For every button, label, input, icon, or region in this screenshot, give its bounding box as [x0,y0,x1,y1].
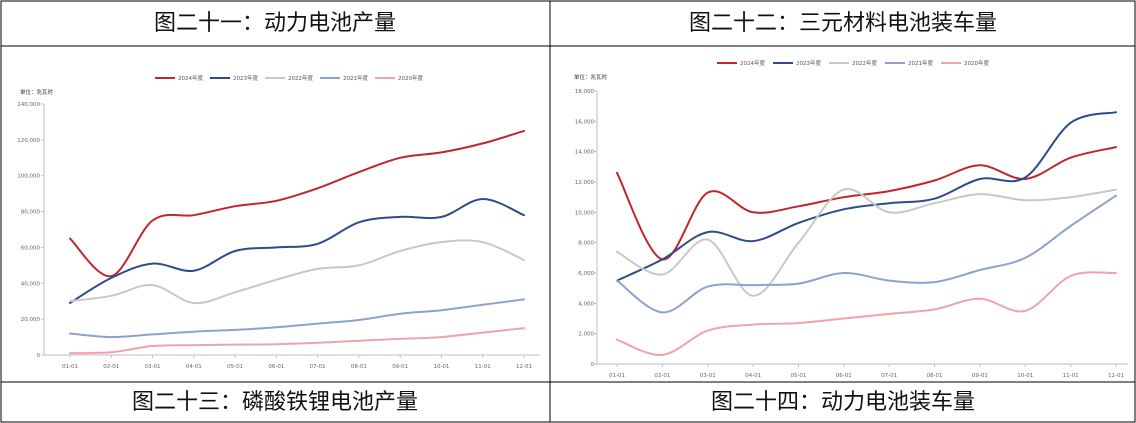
x-tick-label: 02-01 [654,373,670,379]
y-tick-label: 0 [591,362,595,368]
y-tick-label: 100,000 [17,174,40,180]
x-tick-label: 10-01 [1017,373,1033,379]
y-tick-label: 80,000 [21,210,41,216]
x-tick-label: 03-01 [145,364,161,370]
series-line [616,194,1117,314]
legend-label: 2022年度 [852,59,877,67]
legend-label: 2024年度 [178,74,203,82]
series-line [69,197,525,304]
legend-label: 2020年度 [964,59,989,67]
y-tick-label: 8,000 [578,241,594,247]
unit-label: 单位：兆瓦时 [574,73,608,81]
x-tick-label: 11-01 [1063,373,1079,379]
x-tick-label: 01-01 [62,364,78,370]
x-tick-label: 12-01 [1108,373,1124,379]
series-line [616,146,1117,261]
series-line [69,327,525,355]
x-tick-label: 01-01 [609,373,625,379]
x-tick-label: 09-01 [972,373,988,379]
x-tick-label: 07-01 [310,364,326,370]
x-tick-label: 03-01 [700,373,716,379]
series-line [69,239,525,305]
x-tick-label: 11-01 [475,364,491,370]
title-bottom-right: 图二十四：动力电池装车量 [710,390,975,415]
unit-label: 单位：兆瓦时 [20,88,54,96]
series-line [616,188,1117,297]
x-tick-label: 07-01 [881,373,897,379]
legend-label: 2022年度 [288,74,313,82]
x-tick-label: 10-01 [433,364,449,370]
y-tick-label: 20,000 [21,317,41,323]
x-tick-label: 08-01 [927,373,943,379]
x-tick-label: 04-01 [745,373,761,379]
y-tick-label: 120,000 [17,138,40,144]
legend-label: 2020年度 [398,74,423,82]
x-tick-label: 06-01 [836,373,852,379]
x-tick-label: 05-01 [790,373,806,379]
y-tick-label: 16,000 [575,119,595,125]
series-line [69,298,525,339]
legend-label: 2023年度 [233,74,258,82]
y-tick-label: 18,000 [575,89,595,95]
y-tick-label: 40,000 [21,281,41,287]
y-tick-label: 0 [37,353,41,359]
y-tick-label: 140,000 [17,102,40,108]
x-tick-label: 02-01 [103,364,119,370]
y-tick-label: 60,000 [21,245,41,251]
x-tick-label: 12-01 [516,364,532,370]
x-tick-label: 04-01 [186,364,202,370]
x-tick-label: 09-01 [392,364,408,370]
y-tick-label: 14,000 [575,150,595,156]
title-top-right: 图二十二：三元材料电池装车量 [688,11,997,36]
legend-label: 2021年度 [343,74,368,82]
y-tick-label: 12,000 [575,180,595,186]
y-tick-label: 2,000 [578,332,594,338]
title-top-left: 图二十一：动力电池产量 [153,11,396,36]
title-bottom-left: 图二十三：磷酸铁锂电池产量 [131,390,418,415]
legend-label: 2021年度 [908,59,933,67]
y-tick-label: 4,000 [578,301,594,307]
series-line [616,271,1117,356]
series-line [69,129,525,278]
x-tick-label: 06-01 [268,364,284,370]
series-line [616,111,1117,282]
legend-label: 2023年度 [796,59,821,67]
x-tick-label: 08-01 [351,364,367,370]
y-tick-label: 10,000 [575,210,595,216]
x-tick-label: 05-01 [227,364,243,370]
y-tick-label: 6,000 [578,271,594,277]
legend-label: 2024年度 [740,59,765,67]
